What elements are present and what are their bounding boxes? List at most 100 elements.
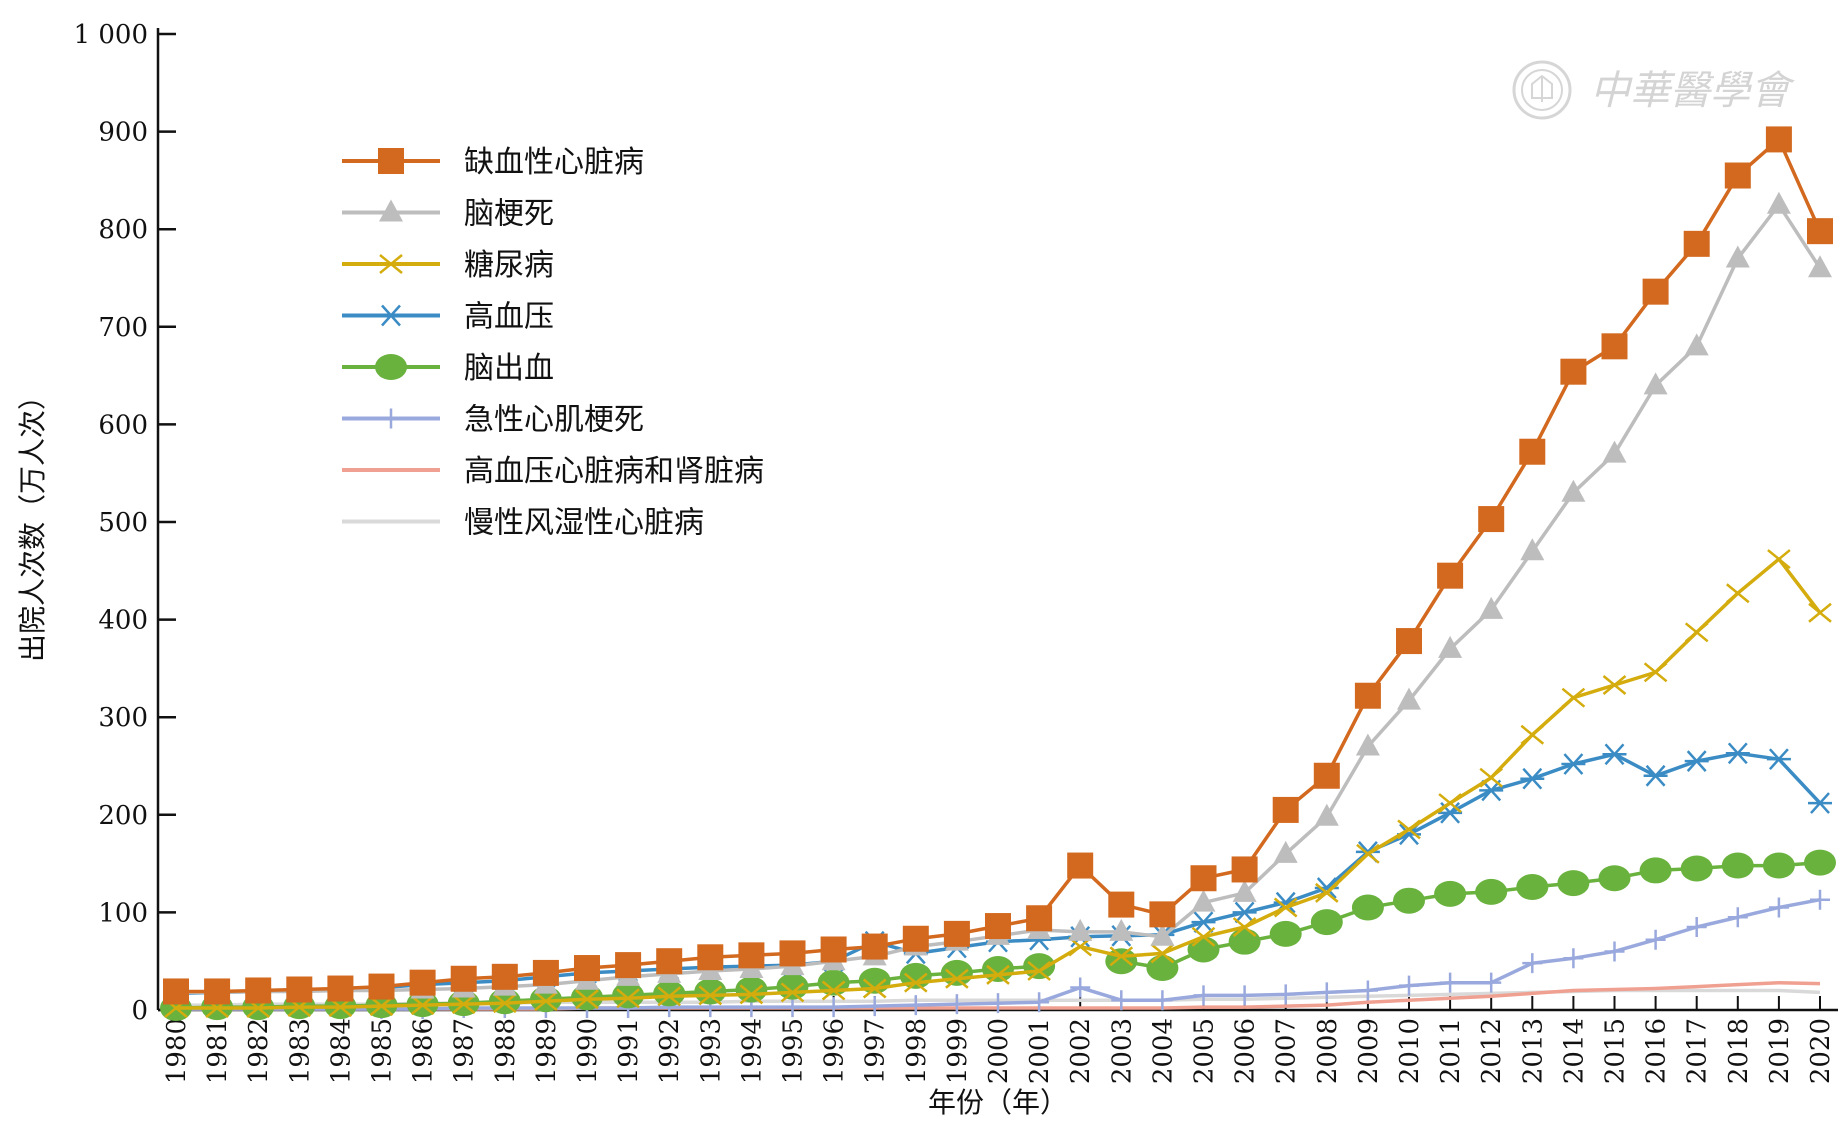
data-point: [1478, 506, 1505, 533]
data-point: [1313, 762, 1340, 789]
data-point: [1315, 882, 1339, 903]
data-point: [782, 997, 803, 1018]
data-point: [1721, 852, 1754, 879]
data-point: [1150, 943, 1175, 964]
legend-item: 缺血性心脏病: [342, 145, 644, 180]
data-point: [1684, 622, 1709, 643]
data-point: [1727, 907, 1748, 928]
data-point: [450, 965, 477, 992]
data-point: [1150, 923, 1175, 946]
data-point: [245, 977, 272, 1004]
data-point: [1522, 953, 1543, 974]
data-point: [985, 913, 1011, 940]
data-point: [982, 956, 1014, 983]
data-point: [1479, 767, 1503, 788]
data-point: [1355, 733, 1380, 756]
x-tick-label: 2020: [1806, 1018, 1836, 1084]
data-point: [657, 986, 681, 1007]
data-point: [1563, 948, 1584, 969]
y-tick-label: 800: [98, 215, 148, 245]
x-tick-label: 1999: [943, 1018, 973, 1084]
x-tick-label: 2015: [1601, 1018, 1631, 1084]
x-tick-label: 1986: [409, 1018, 439, 1084]
x-tick-label: 2002: [1066, 1018, 1096, 1084]
data-point: [1111, 990, 1132, 1011]
legend-item: 脑出血: [342, 351, 554, 386]
data-point: [1393, 887, 1425, 914]
legend-swatch-marker: [381, 408, 401, 429]
data-point: [1149, 901, 1176, 928]
x-tick-label: 2004: [1148, 1018, 1178, 1084]
y-tick-label: 700: [98, 313, 148, 343]
data-point: [1560, 358, 1587, 385]
x-tick-label: 2006: [1231, 1018, 1261, 1084]
data-point: [862, 978, 887, 999]
x-tick-label: 1990: [573, 1018, 603, 1084]
data-point: [1808, 792, 1832, 814]
data-point: [1725, 742, 1750, 765]
data-point: [653, 980, 686, 1007]
data-point: [986, 964, 1010, 985]
legend-item: 脑梗死: [342, 197, 554, 232]
x-tick-label: 2019: [1765, 1018, 1795, 1084]
data-point: [1684, 333, 1709, 356]
y-tick-label: 200: [98, 801, 148, 831]
data-point: [739, 984, 764, 1005]
data-point: [1397, 819, 1421, 840]
legend-swatch-marker: [379, 304, 403, 327]
watermark: 中華醫學會: [1512, 60, 1795, 120]
data-point: [1519, 438, 1546, 465]
data-point: [574, 955, 600, 982]
data-point: [1479, 596, 1504, 619]
data-point: [1557, 870, 1590, 897]
data-point: [1481, 972, 1502, 993]
data-point: [1643, 372, 1668, 395]
data-point: [1438, 793, 1462, 814]
data-point: [1273, 840, 1298, 863]
legend-swatch-marker: [378, 148, 404, 174]
x-tick-label: 2003: [1107, 1018, 1137, 1084]
data-point: [1068, 918, 1093, 941]
data-point: [1351, 894, 1384, 921]
watermark-text: 中華醫學會: [1590, 68, 1795, 114]
data-point: [1643, 662, 1668, 683]
legend-label: 缺血性心脏病: [464, 145, 644, 180]
data-point: [1561, 479, 1586, 502]
data-point: [1639, 857, 1672, 884]
data-point: [1807, 218, 1833, 245]
data-point: [493, 993, 517, 1014]
legend-label: 急性心肌梗死: [464, 403, 644, 438]
data-point: [1232, 901, 1257, 924]
data-point: [1602, 743, 1627, 766]
data-point: [1683, 230, 1710, 257]
data-point: [1726, 583, 1750, 604]
x-tick-label: 1982: [244, 1018, 274, 1084]
y-tick-label: 900: [98, 118, 148, 148]
data-point: [163, 978, 189, 1005]
data-point: [1604, 941, 1625, 962]
data-point: [1275, 984, 1296, 1005]
data-point: [1272, 796, 1299, 823]
data-point: [1029, 992, 1050, 1013]
data-point: [1314, 803, 1339, 826]
data-point: [410, 995, 435, 1016]
data-point: [612, 982, 645, 1009]
x-tick-label: 1992: [655, 1018, 685, 1084]
legend-swatch-marker: [379, 199, 403, 222]
data-point: [615, 952, 642, 979]
data-point: [988, 993, 1008, 1014]
data-point: [1602, 440, 1627, 463]
x-tick-label: 1991: [614, 1018, 644, 1084]
series-3: [164, 549, 1832, 1019]
data-point: [1228, 928, 1261, 955]
data-point: [1399, 975, 1419, 996]
x-tick-label: 2010: [1395, 1018, 1425, 1084]
data-point: [286, 976, 313, 1003]
data-point: [1190, 865, 1217, 892]
data-point: [1520, 724, 1545, 745]
legend-item: 急性心肌梗死: [342, 403, 644, 438]
x-tick-label: 1989: [532, 1018, 562, 1084]
data-point: [1316, 982, 1337, 1003]
data-point: [1684, 750, 1709, 772]
data-point: [1273, 897, 1298, 918]
